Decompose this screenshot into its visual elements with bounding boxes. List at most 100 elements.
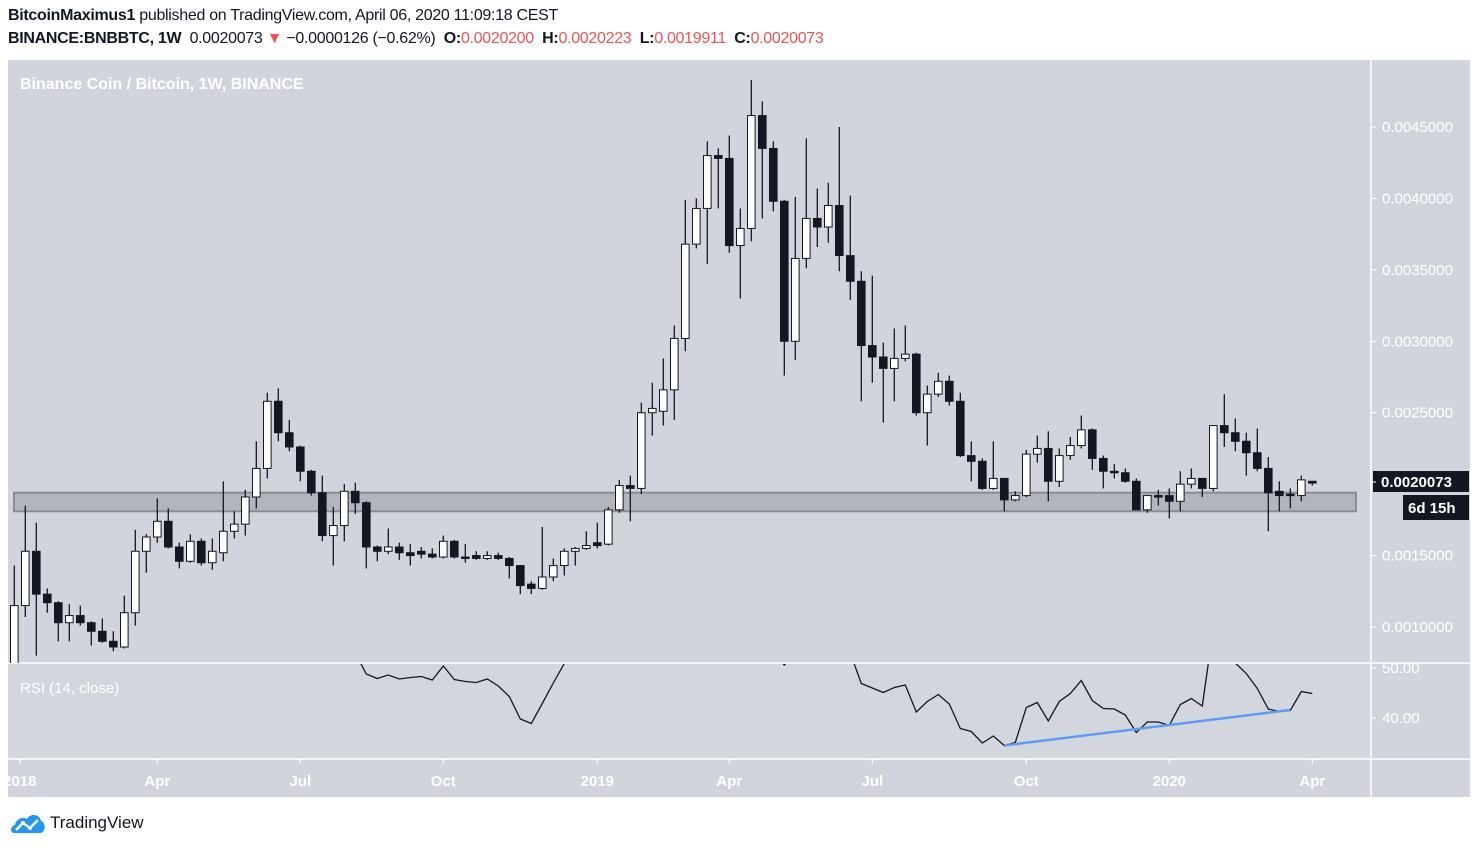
candle-bearish [714, 148, 723, 209]
candle-body [252, 467, 261, 498]
candle-body [10, 605, 19, 663]
candle-body [1253, 452, 1262, 469]
close-label: C: [734, 30, 751, 47]
candle-bearish [1231, 418, 1240, 452]
author-name[interactable]: BitcoinMaximus1 [8, 7, 136, 24]
candle-bearish [945, 375, 954, 406]
chart-title: Binance Coin / Bitcoin, 1W, BINANCE [20, 76, 304, 93]
candle-body [340, 490, 349, 527]
candle-bearish [769, 141, 778, 212]
tradingview-logo[interactable]: TradingView [10, 811, 144, 835]
candle-bullish [560, 548, 569, 576]
candle-body [1121, 472, 1130, 482]
publish-info: BitcoinMaximus1 published on TradingView… [8, 7, 558, 25]
candle-body [318, 492, 327, 537]
candle-bearish [395, 542, 404, 560]
open-value: 0.0020200 [460, 30, 534, 47]
candle-body [472, 555, 481, 559]
time-axis-mask [0, 760, 8, 800]
rsi-tick-label: 50.00 [1382, 660, 1420, 677]
candle-body [967, 455, 976, 462]
candle-bullish [1077, 415, 1086, 449]
candle-body [439, 540, 448, 558]
candle-bearish [1264, 456, 1273, 532]
time-tick-label: 2020 [1153, 773, 1186, 790]
candle-body [505, 557, 514, 567]
candle-bullish [923, 385, 932, 446]
candle-bearish [1253, 428, 1262, 472]
candle-body [362, 502, 371, 548]
candle-bearish [758, 101, 767, 219]
candle-bearish [879, 342, 888, 423]
candle-body [1132, 480, 1141, 511]
time-tick-label: Jul [861, 773, 883, 790]
time-axis[interactable]: 2018 Apr Jul Oct 2019 Apr Jul Oct 2020 Apr [0, 759, 1325, 800]
candle-body [219, 530, 228, 554]
candle-bullish [1143, 495, 1152, 513]
candle-body [483, 555, 492, 559]
candle-bearish [307, 469, 316, 496]
price-tick-label: 0.0010000 [1382, 619, 1453, 636]
symbol-legend: BINANCE:BNBBTC, 1W 0.0020073 ▼ −0.000012… [8, 30, 824, 48]
candle-bullish [1011, 491, 1020, 502]
candle-body [197, 540, 206, 564]
candle-bearish [813, 188, 822, 247]
candle-body [351, 490, 360, 504]
candle-bullish [208, 538, 217, 570]
tradingview-cloud-icon [11, 815, 45, 833]
time-tick-label: 2019 [581, 773, 614, 790]
candle-bearish [54, 601, 63, 642]
price-tick-label: 0.0025000 [1382, 405, 1453, 422]
candle-bearish [109, 631, 118, 652]
candle-body [120, 612, 129, 648]
candle-bearish [406, 544, 415, 566]
candle-bearish [1110, 464, 1119, 479]
candle-bullish [670, 325, 679, 420]
candle-body [1000, 477, 1009, 501]
candle-bullish [571, 546, 580, 566]
candle-body [109, 640, 118, 648]
candle-bearish [1286, 488, 1295, 509]
candle-body [714, 155, 723, 159]
candle-body [626, 485, 635, 489]
candle-body [1264, 467, 1273, 494]
candle-body [758, 115, 767, 149]
candle-bullish [1033, 435, 1042, 463]
candle-bullish [153, 498, 162, 543]
time-tick-label: Apr [1299, 773, 1325, 790]
candle-body [978, 460, 987, 489]
candle-bullish [252, 441, 261, 509]
candle-bullish [439, 535, 448, 559]
candle-bullish [131, 529, 140, 626]
candle-body [1275, 490, 1284, 497]
candle-body [549, 565, 558, 578]
candle-body [329, 525, 338, 537]
candle-bullish [1209, 425, 1218, 492]
candle-bearish [472, 551, 481, 560]
candle-body [868, 345, 877, 358]
candle-body [1242, 440, 1251, 454]
candle-bullish [538, 526, 547, 590]
candle-bearish [527, 581, 536, 595]
candle-body [1033, 447, 1042, 455]
candle-bullish [10, 565, 19, 663]
candle-bullish [1297, 475, 1306, 502]
rsi-axis[interactable]: 50.00 40.00 [1371, 660, 1420, 727]
candle-body [1154, 495, 1163, 498]
candle-body [230, 523, 239, 532]
price-axis[interactable]: 0.0045000 0.0040000 0.0035000 0.0030000 0.00… [1371, 119, 1453, 636]
current-price-label-group: 0.0020073 6d 15h [1371, 471, 1469, 520]
candle-body [406, 552, 415, 557]
candle-body [164, 520, 173, 548]
candle-body [1198, 477, 1207, 489]
candle-body [560, 550, 569, 567]
candle-bearish [1099, 455, 1108, 489]
price-tick-label: 0.0015000 [1382, 548, 1453, 565]
candle-body [901, 353, 910, 359]
candle-body [571, 547, 580, 552]
candle-bearish [274, 388, 283, 442]
candle-body [1286, 493, 1295, 497]
candle-body [54, 602, 63, 624]
candle-body [1187, 477, 1196, 485]
